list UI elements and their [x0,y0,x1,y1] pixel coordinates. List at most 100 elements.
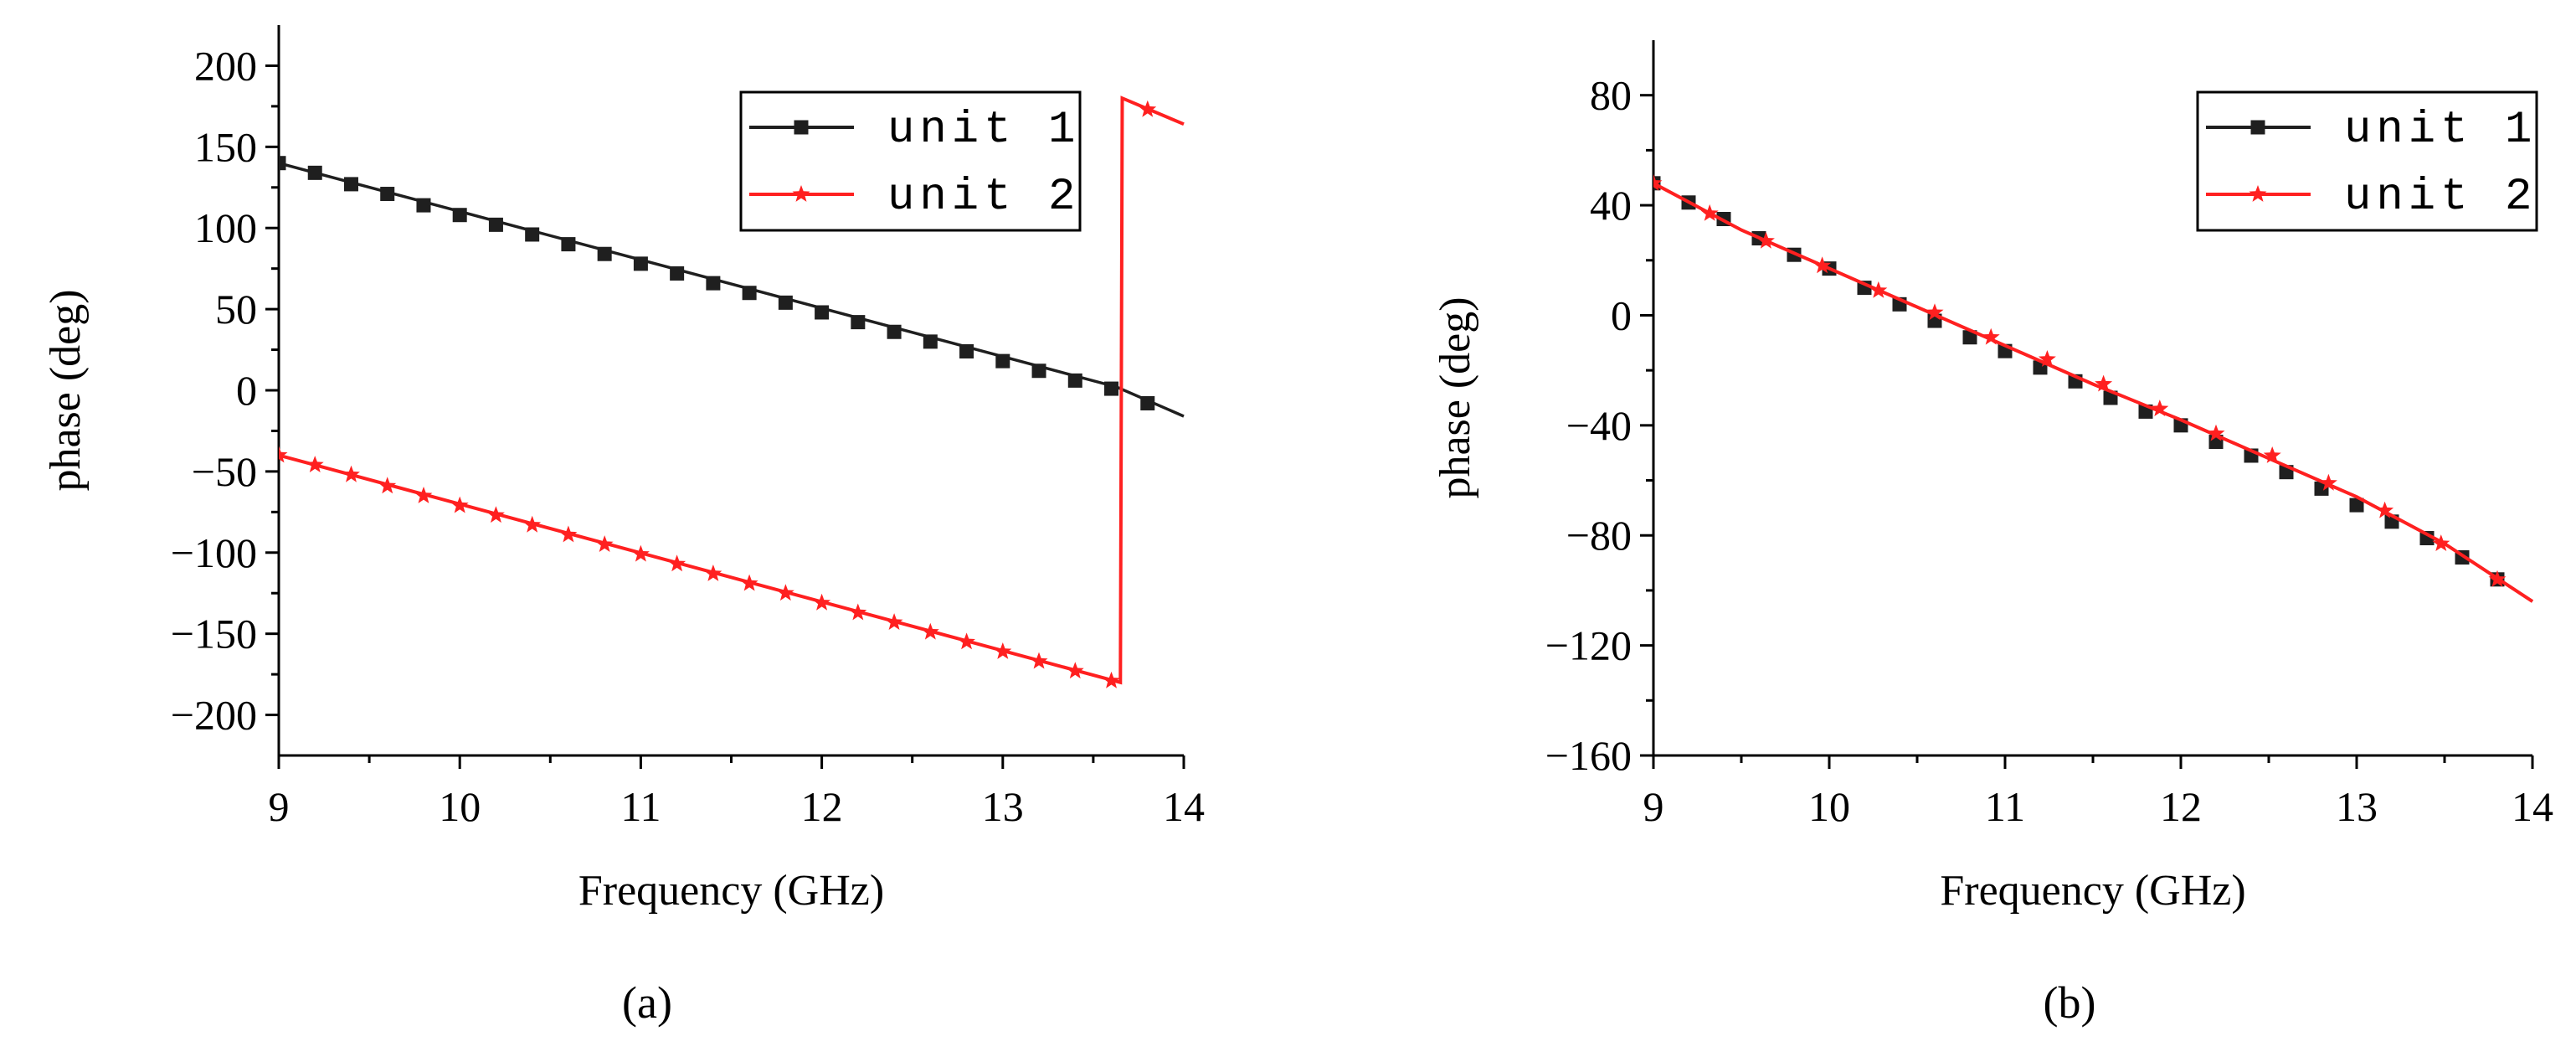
unit-1-marker [887,324,902,339]
x-tick-label: 9 [1643,783,1664,830]
y-tick-label: −120 [1545,622,1632,669]
unit-2-marker [704,565,722,581]
x-tick-label: 12 [2160,783,2202,830]
unit-1-marker [742,286,757,301]
unit-1-marker [815,305,830,320]
unit-2-marker [342,465,360,482]
x-tick-label: 12 [801,783,843,830]
x-tick-label: 13 [982,783,1024,830]
unit-1-marker [706,276,721,291]
legend-square-marker [2250,120,2265,135]
series-line-2 [1653,182,2534,603]
unit-1-marker [525,227,540,242]
unit-2-marker [2038,350,2056,367]
unit-1-marker [1104,381,1119,396]
y-tick-label: 0 [236,367,257,414]
y-tick-label: −100 [171,529,257,576]
unit-2-marker [1982,327,2000,345]
x-tick-label: 10 [439,783,481,830]
unit-1-marker [416,198,431,213]
unit-2-marker [885,613,903,630]
unit-2-marker [921,622,939,640]
unit-1-marker [633,256,648,271]
y-tick-label: 200 [194,42,257,89]
unit-2-marker [2151,400,2169,416]
legend-star-marker [792,185,810,202]
unit-2-marker [958,632,975,650]
y-tick-label: −160 [1545,732,1632,779]
x-axis-title: Frequency (GHz) [1940,867,2245,915]
unit-2-marker [2207,424,2225,441]
unit-1-marker [452,208,467,223]
unit-1-marker [959,343,974,358]
unit-1-marker [279,156,286,171]
unit-2-marker [849,603,867,621]
unit-2-marker [2376,501,2394,518]
unit-1-marker [670,266,685,281]
plot-area [1653,173,2534,603]
unit-2-marker [559,525,578,543]
unit-2-marker [1813,256,1832,274]
chart-a: 200 150 100 50 0 −50 −100 −150 −200 9 10 11 12 13 14 Fr… [42,25,1205,1028]
unit-2-marker [378,477,397,494]
unit-2-marker [1869,281,1888,298]
unit-2-marker [2488,570,2507,587]
unit-2-marker [1653,173,1663,191]
unit-2-marker [813,593,831,611]
unit-2-marker [994,642,1012,659]
x-tick-label: 10 [1808,783,1850,830]
legend: unit 1 unit 2 [2196,90,2538,232]
legend-label: unit 2 [887,172,1080,223]
y-tick-label: 40 [1590,182,1632,229]
unit-1-marker [778,295,793,310]
unit-2-marker [595,535,614,552]
series-line-2 [279,95,1185,685]
legend-star-marker [2249,185,2267,202]
y-tick-label: −50 [192,448,257,495]
unit-1-marker [2349,498,2364,513]
unit-2-marker [1030,652,1048,669]
unit-2-marker [523,515,542,533]
x-tick-label: 9 [269,783,290,830]
unit-1-marker [561,237,576,252]
plot-area [279,95,1185,688]
x-tick-label: 14 [1163,783,1205,830]
figure-caption: (b) [2044,977,2096,1028]
x-tick-label: 11 [1985,783,2025,830]
unit-1-marker [307,165,322,180]
y-tick-label: −150 [171,611,257,657]
unit-1-marker [923,334,938,349]
unit-2-marker [1103,671,1120,688]
unit-2-marker [2095,374,2113,392]
unit-2-marker [2319,473,2337,491]
unit-2-marker [740,574,758,591]
y-tick-label: 80 [1590,72,1632,119]
y-axis-title: phase (deg) [1432,296,1479,498]
unit-2-marker [1756,231,1775,249]
unit-2-marker [1700,204,1719,221]
legend-box [2196,90,2538,232]
legend-label: unit 2 [2344,172,2537,223]
x-tick-label: 13 [2336,783,2378,830]
unit-2-marker [668,554,686,572]
unit-1-marker [1031,364,1046,379]
legend: unit 1 unit 2 [739,90,1082,232]
unit-2-marker [450,496,469,513]
unit-2-marker [1066,662,1084,679]
unit-1-marker [851,315,866,330]
y-tick-label: 50 [215,286,257,333]
y-tick-label: −80 [1566,512,1632,559]
unit-2-marker [1926,303,1944,321]
unit-1-marker [1962,330,1977,345]
legend-box [739,90,1082,232]
series-line-1 [1653,182,2533,603]
unit-2-marker [1139,100,1157,117]
unit-1-marker [1067,373,1082,388]
x-tick-label: 14 [2512,783,2553,830]
unit-1-marker [343,177,358,192]
unit-1-marker [380,187,395,202]
unit-1-marker [1140,396,1155,411]
y-tick-label: 100 [194,204,257,251]
